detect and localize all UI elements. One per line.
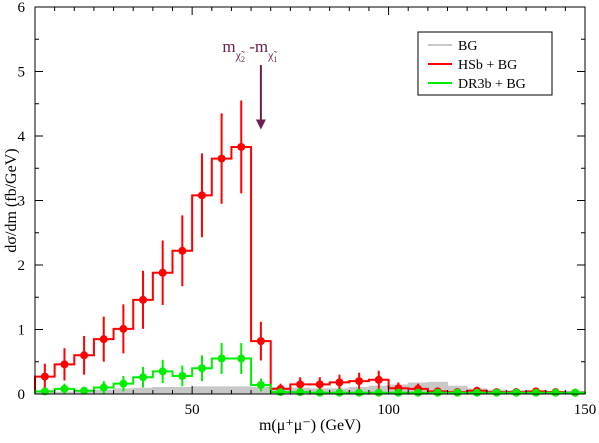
x-axis-label: m(μ⁺μ⁻) (GeV)	[259, 417, 361, 434]
y-tick-label: 2	[18, 258, 26, 274]
y-tick-label: 3	[18, 194, 26, 210]
series-dr3b-bg-point	[335, 388, 344, 397]
y-tick-label: 5	[18, 65, 26, 81]
annotation-arrow-head	[255, 119, 266, 130]
legend: BG HSb + BG DR3b + BG	[417, 31, 553, 96]
series-dr3b-bg-point	[551, 388, 560, 397]
legend-entry-hsb-bg: HSb + BG	[458, 58, 517, 73]
series-hsb-bg-point	[80, 351, 89, 360]
series-hsb-bg-point	[60, 360, 69, 369]
series-dr3b-bg-point	[296, 388, 305, 397]
series-hsb-bg-point	[158, 268, 167, 277]
annotation: mχ̃2 -mχ̃1	[222, 37, 277, 130]
series-dr3b-bg-point	[571, 388, 580, 397]
series-hsb-bg-point	[197, 191, 206, 200]
series-dr3b-bg-point	[40, 387, 49, 396]
series-hsb-bg-point	[178, 246, 187, 255]
series-hsb-bg-point	[315, 380, 324, 389]
legend-entry-bg: BG	[458, 39, 477, 54]
series-hsb-bg-point	[217, 154, 226, 163]
series-dr3b-bg-point	[217, 354, 226, 363]
series-dr3b-bg-point	[414, 388, 423, 397]
y-tick-label: 4	[18, 129, 26, 145]
series-dr3b-bg-point	[433, 388, 442, 397]
series-dr3b-bg-point	[158, 367, 167, 376]
series-hsb-bg-point	[40, 372, 49, 381]
series-hsb-bg-point	[119, 324, 128, 333]
series-dr3b-bg-point	[139, 373, 148, 382]
series-hsb-bg-point	[99, 335, 108, 344]
x-tick-label: 50	[185, 402, 200, 418]
series-dr3b-bg-point	[355, 388, 364, 397]
series-dr3b-bg-point	[197, 364, 206, 373]
series-hsb-bg-point	[296, 380, 305, 389]
series-dr3b-bg-point	[472, 388, 481, 397]
y-tick-label: 1	[18, 323, 26, 339]
series-hsb-bg-point	[355, 377, 364, 386]
series-dr3b-bg-point	[119, 379, 128, 388]
x-tick-label: 100	[377, 402, 400, 418]
series-dr3b-bg-point	[394, 388, 403, 397]
series-hsb-bg-line	[34, 145, 586, 394]
series-hsb-bg-point	[335, 378, 344, 387]
y-tick-label: 0	[18, 387, 26, 403]
x-tick-label: 150	[574, 402, 597, 418]
series-hsb-bg-point	[139, 295, 148, 304]
series-dr3b-bg-point	[237, 354, 246, 363]
series-dr3b-bg-point	[276, 388, 285, 397]
series-dr3b-bg-point	[374, 388, 383, 397]
series-dr3b-bg-point	[453, 388, 462, 397]
legend-entry-dr3b-bg: DR3b + BG	[458, 77, 526, 92]
series-dr3b-bg-point	[512, 388, 521, 397]
series-dr3b-bg-point	[178, 371, 187, 380]
series-hsb-bg-point	[237, 142, 246, 151]
y-tick-label: 6	[18, 0, 26, 16]
y-axis-label: dσ/dm (fb/GeV)	[3, 148, 20, 252]
series-layer	[34, 100, 586, 397]
series-dr3b-bg-point	[99, 383, 108, 392]
series-hsb-bg-point	[374, 375, 383, 384]
series-dr3b-bg-point	[492, 388, 501, 397]
series-dr3b-bg-point	[80, 386, 89, 395]
series-dr3b-bg-point	[256, 380, 265, 389]
annotation-label: mχ̃2 -mχ̃1	[222, 37, 277, 64]
ticks-layer: 50 100 150 0 1 2 3 4 5 6	[18, 0, 597, 418]
series-hsb-bg	[34, 100, 586, 397]
series-hsb-bg-point	[256, 337, 265, 346]
series-dr3b-bg-point	[315, 388, 324, 397]
series-dr3b-bg-point	[531, 388, 540, 397]
series-dr3b-bg-point	[60, 384, 69, 393]
